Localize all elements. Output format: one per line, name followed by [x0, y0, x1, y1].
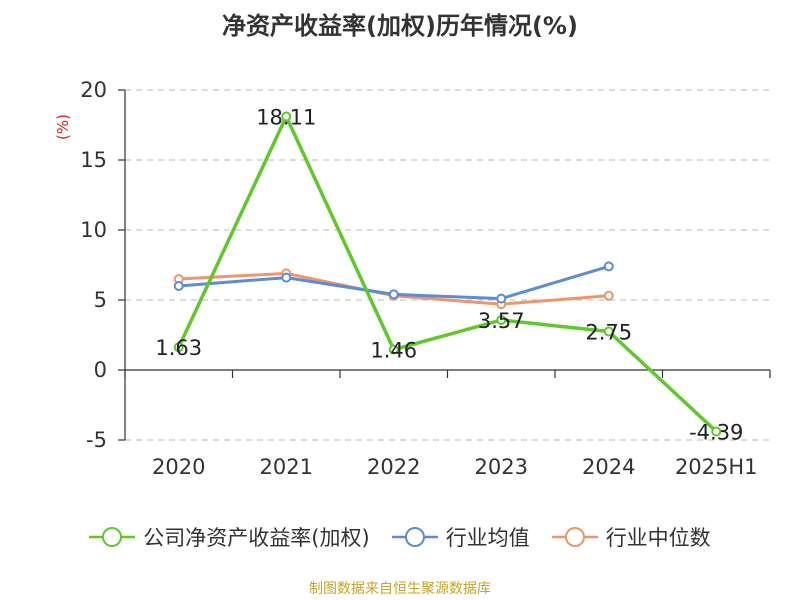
- y-tick-label: 0: [94, 358, 107, 382]
- data-point: [603, 290, 614, 301]
- x-tick-label: 2023: [475, 455, 528, 479]
- data-point: [496, 293, 507, 304]
- x-tick-label: 2022: [367, 455, 420, 479]
- data-point: [388, 344, 399, 355]
- axes: 20 15 10 5 0 -5 (%) 2020 2021 2022 2023 2024 2025H1: [54, 78, 771, 479]
- y-tick-label: 15: [80, 148, 107, 172]
- data-point: [281, 272, 292, 283]
- legend-marker-icon: [551, 527, 598, 547]
- legend-marker-icon: [391, 527, 438, 547]
- data-label: -4.39: [689, 420, 743, 444]
- series-line-1: [177, 114, 718, 433]
- legend: 公司净资产收益率(加权) 行业均值 行业中位数: [0, 520, 800, 554]
- y-tick-label: 20: [80, 78, 107, 102]
- data-point: [603, 261, 614, 272]
- y-axis-unit: (%): [54, 114, 72, 140]
- legend-marker-icon: [89, 527, 136, 547]
- data-label: 2.75: [585, 321, 632, 345]
- legend-item-2[interactable]: 行业均值: [391, 522, 530, 552]
- y-tick-label: -5: [86, 428, 107, 452]
- legend-item-1[interactable]: 公司净资产收益率(加权): [89, 522, 370, 552]
- source-note: 制图数据来自恒生聚源数据库: [309, 581, 491, 597]
- data-point: [711, 426, 722, 437]
- y-tick-label: 10: [80, 218, 107, 242]
- data-point: [496, 315, 507, 326]
- data-point: [173, 281, 184, 291]
- data-point: [173, 342, 184, 353]
- legend-item-3[interactable]: 行业中位数: [551, 522, 711, 552]
- legend-label: 公司净资产收益率(加权): [143, 526, 370, 550]
- legend-label: 行业均值: [445, 526, 530, 550]
- legend-label: 行业中位数: [605, 526, 711, 550]
- y-tick-label: 5: [94, 288, 107, 312]
- x-tick-label: 2021: [260, 455, 313, 479]
- x-tick-label: 2024: [582, 455, 635, 479]
- chart-title: 净资产收益率(加权)历年情况(%): [222, 12, 578, 40]
- data-label: 1.63: [155, 336, 202, 360]
- data-label: 18.11: [256, 105, 316, 129]
- series-lines: [173, 111, 722, 437]
- x-tick-label: 2025H1: [675, 455, 758, 479]
- grid-lines: [125, 89, 770, 441]
- data-point: [281, 111, 292, 122]
- data-label: 1.46: [370, 339, 417, 363]
- data-labels: 1.63 18.11 1.46 3.57 2.75 -4.39: [155, 105, 743, 444]
- data-label: 3.57: [478, 309, 525, 333]
- data-point: [603, 326, 614, 337]
- data-point: [388, 289, 399, 300]
- x-tick-label: 2020: [152, 455, 205, 479]
